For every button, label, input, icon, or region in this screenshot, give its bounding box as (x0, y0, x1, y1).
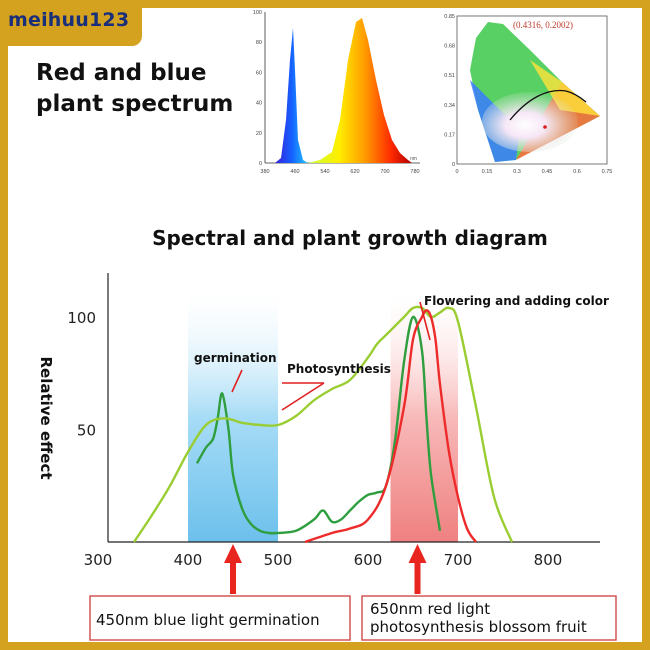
watermark-badge: meihuu123 (0, 0, 142, 46)
page-title-line-1: Red and blue (36, 60, 207, 86)
blue-band (188, 292, 278, 542)
callout-box-red (361, 595, 617, 641)
cie-y-tick: 0.34 (444, 103, 455, 109)
chart-title: Spectral and plant growth diagram (152, 226, 548, 250)
spectrum-warm-peak (308, 18, 412, 163)
spectrum-y-tick: 100 (253, 10, 262, 16)
arrow-blue-shaft (230, 560, 236, 594)
cie-y-tick: 0.51 (444, 73, 455, 79)
spectrum-y-tick: 80 (256, 40, 262, 46)
x-tick-label: 300 (84, 551, 113, 569)
cie-point (543, 125, 547, 129)
cie-frame (456, 15, 608, 165)
cie-y-tick: 0.68 (444, 44, 455, 50)
callout-text-red: 650nm red light photosynthesis blossom f… (370, 600, 587, 636)
callout-box-blue (89, 595, 351, 641)
page-title-line-2: plant spectrum (36, 91, 234, 117)
callout-text-blue: 450nm blue light germination (96, 611, 320, 629)
page-title: Red and blue plant spectrum (36, 58, 233, 120)
cie-inset: 0.85 0.68 0.51 0.34 0.17 0 0 0.15 0.3 0.45 0.6 0.7… (444, 14, 612, 175)
spectrum-inset: 100 80 60 40 20 0 380 460 540 620 700 780 nm (253, 10, 420, 175)
arrow-blue-head (224, 544, 242, 563)
series-photosynthesis-line (133, 305, 514, 543)
cie-x-tick: 0 (455, 169, 458, 175)
x-tick-label: 500 (264, 551, 293, 569)
spectrum-x-tick: 460 (290, 169, 299, 175)
cie-x-tick: 0.45 (542, 169, 553, 175)
spectrum-y-tick: 40 (256, 101, 262, 107)
cie-x-tick: 0.15 (482, 169, 493, 175)
spectrum-x-tick: 380 (260, 169, 269, 175)
spectrum-x-tick: 620 (350, 169, 359, 175)
arrow-red-head (408, 544, 427, 563)
cie-y-tick: 0.85 (444, 14, 455, 20)
cie-coordinate-label: (0.4316, 0.2002) (513, 20, 573, 30)
spectrum-x-tick: 780 (410, 169, 419, 175)
annotation-flowering: Flowering and adding color (424, 294, 609, 308)
spectrum-x-tick: 700 (380, 169, 389, 175)
annotation-germination: germination (194, 351, 277, 365)
cie-y-tick: 0.17 (444, 132, 455, 138)
cie-x-tick: 0.75 (602, 169, 613, 175)
y-tick-label: 100 (67, 309, 96, 327)
spectrum-blue-peak (275, 28, 308, 163)
leader-flowering (419, 301, 431, 341)
spectrum-y-tick: 20 (256, 131, 262, 137)
leader-germination (231, 369, 243, 393)
callout-text-red-line-2: photosynthesis blossom fruit (370, 618, 587, 636)
spectrum-y-tick: 0 (259, 161, 262, 167)
x-tick-label: 600 (354, 551, 383, 569)
watermark-text: meihuu123 (8, 9, 130, 31)
y-axis-label: Relative effect (37, 356, 55, 479)
y-tick-label: 50 (77, 422, 96, 440)
spectrum-unit: nm (410, 156, 417, 162)
x-tick-label: 800 (534, 551, 563, 569)
spectrum-y-tick: 60 (256, 70, 262, 76)
annotation-photosynthesis: Photosynthesis (287, 362, 391, 376)
x-tick-label: 700 (444, 551, 473, 569)
highlight-bands (188, 292, 458, 542)
cie-gamut-yellow (530, 60, 600, 116)
series-flowering-line (304, 309, 477, 544)
cie-y-tick: 0 (452, 162, 455, 168)
arrow-red-shaft (414, 560, 421, 594)
x-tick-label: 400 (174, 551, 203, 569)
cie-planckian-locus (509, 89, 587, 121)
callout-text-red-line-1: 650nm red light (370, 600, 490, 618)
callout-arrows (224, 544, 427, 594)
leader-photosynthesis (281, 382, 325, 411)
red-band (390, 292, 458, 542)
cie-x-tick: 0.6 (573, 169, 581, 175)
cie-x-tick: 0.3 (513, 169, 521, 175)
spectrum-x-tick: 540 (320, 169, 329, 175)
cie-white-region (482, 92, 578, 152)
